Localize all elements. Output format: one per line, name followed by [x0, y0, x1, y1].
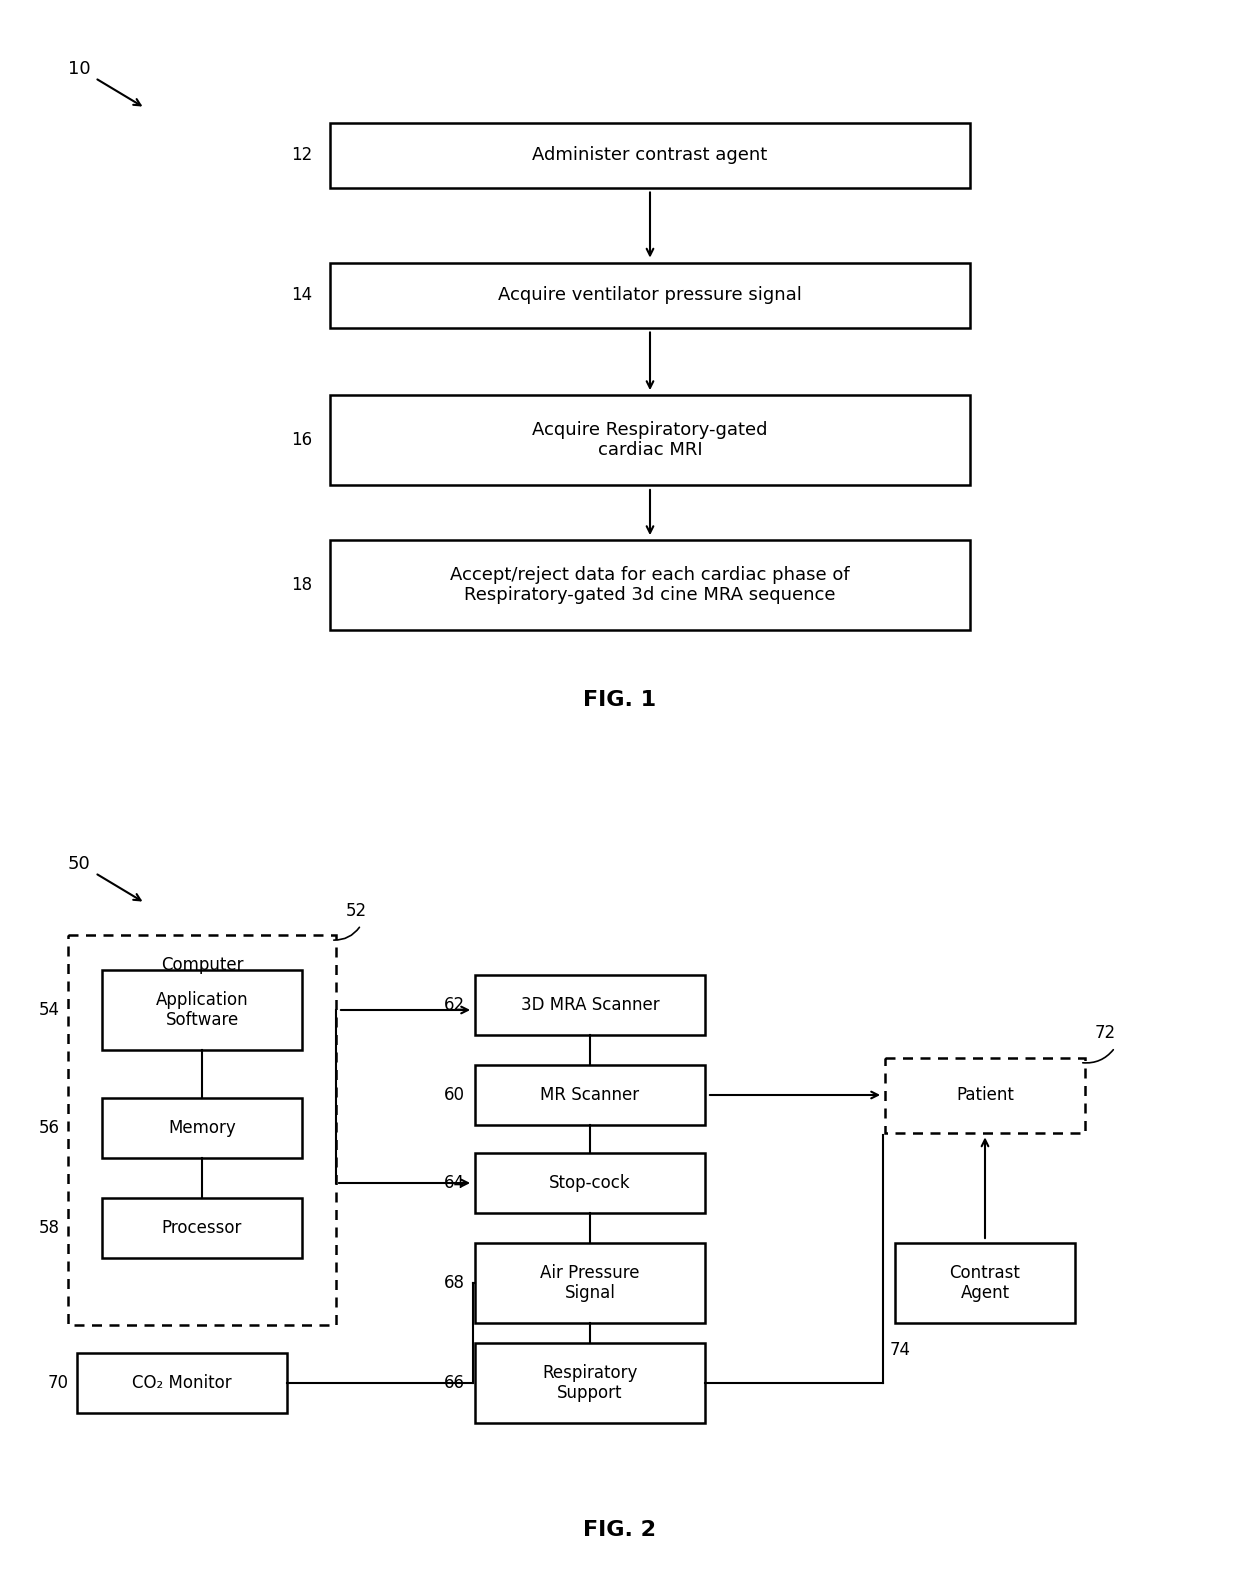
Bar: [895, 1243, 1075, 1323]
Text: Application
Software: Application Software: [156, 991, 248, 1029]
Text: Stop-cock: Stop-cock: [549, 1173, 631, 1192]
Text: Respiratory
Support: Respiratory Support: [542, 1364, 637, 1402]
Bar: [885, 1057, 1085, 1132]
Text: 10: 10: [68, 60, 91, 78]
Text: Air Pressure
Signal: Air Pressure Signal: [541, 1264, 640, 1302]
Text: Acquire Respiratory-gated
cardiac MRI: Acquire Respiratory-gated cardiac MRI: [532, 421, 768, 460]
Text: FIG. 1: FIG. 1: [584, 690, 656, 711]
Text: CO₂ Monitor: CO₂ Monitor: [133, 1374, 232, 1391]
Text: 3D MRA Scanner: 3D MRA Scanner: [521, 995, 660, 1014]
Text: 52: 52: [346, 902, 367, 921]
Bar: [68, 935, 336, 1324]
Text: Memory: Memory: [169, 1119, 236, 1137]
Text: Computer: Computer: [161, 956, 243, 975]
Text: Accept/reject data for each cardiac phase of
Respiratory-gated 3d cine MRA seque: Accept/reject data for each cardiac phas…: [450, 566, 849, 604]
Bar: [102, 1197, 303, 1258]
Text: 66: 66: [444, 1374, 465, 1391]
Text: 68: 68: [444, 1274, 465, 1293]
Bar: [330, 394, 970, 485]
Text: Processor: Processor: [161, 1220, 242, 1237]
Text: 58: 58: [38, 1220, 60, 1237]
Text: Administer contrast agent: Administer contrast agent: [532, 146, 768, 164]
Text: 54: 54: [38, 1002, 60, 1019]
Text: 72: 72: [1095, 1024, 1116, 1043]
Bar: [475, 1153, 706, 1213]
Bar: [475, 1243, 706, 1323]
Text: 12: 12: [290, 146, 312, 164]
Bar: [475, 1344, 706, 1423]
Bar: [102, 970, 303, 1049]
Bar: [77, 1353, 286, 1414]
Text: 56: 56: [38, 1119, 60, 1137]
Text: 74: 74: [890, 1340, 911, 1359]
Text: 60: 60: [444, 1086, 465, 1103]
Text: 62: 62: [444, 995, 465, 1014]
Text: MR Scanner: MR Scanner: [541, 1086, 640, 1103]
Text: 50: 50: [68, 855, 91, 873]
Bar: [475, 1065, 706, 1126]
Text: Acquire ventilator pressure signal: Acquire ventilator pressure signal: [498, 286, 802, 304]
Text: 14: 14: [291, 286, 312, 304]
Bar: [102, 1099, 303, 1158]
Text: 18: 18: [291, 576, 312, 595]
Bar: [475, 975, 706, 1035]
Text: Contrast
Agent: Contrast Agent: [950, 1264, 1021, 1302]
Text: FIG. 2: FIG. 2: [584, 1520, 656, 1541]
Text: Patient: Patient: [956, 1086, 1014, 1103]
Bar: [330, 541, 970, 630]
Bar: [330, 262, 970, 328]
Text: 70: 70: [48, 1374, 69, 1391]
Text: 64: 64: [444, 1173, 465, 1192]
Bar: [330, 122, 970, 188]
Text: 16: 16: [291, 431, 312, 448]
